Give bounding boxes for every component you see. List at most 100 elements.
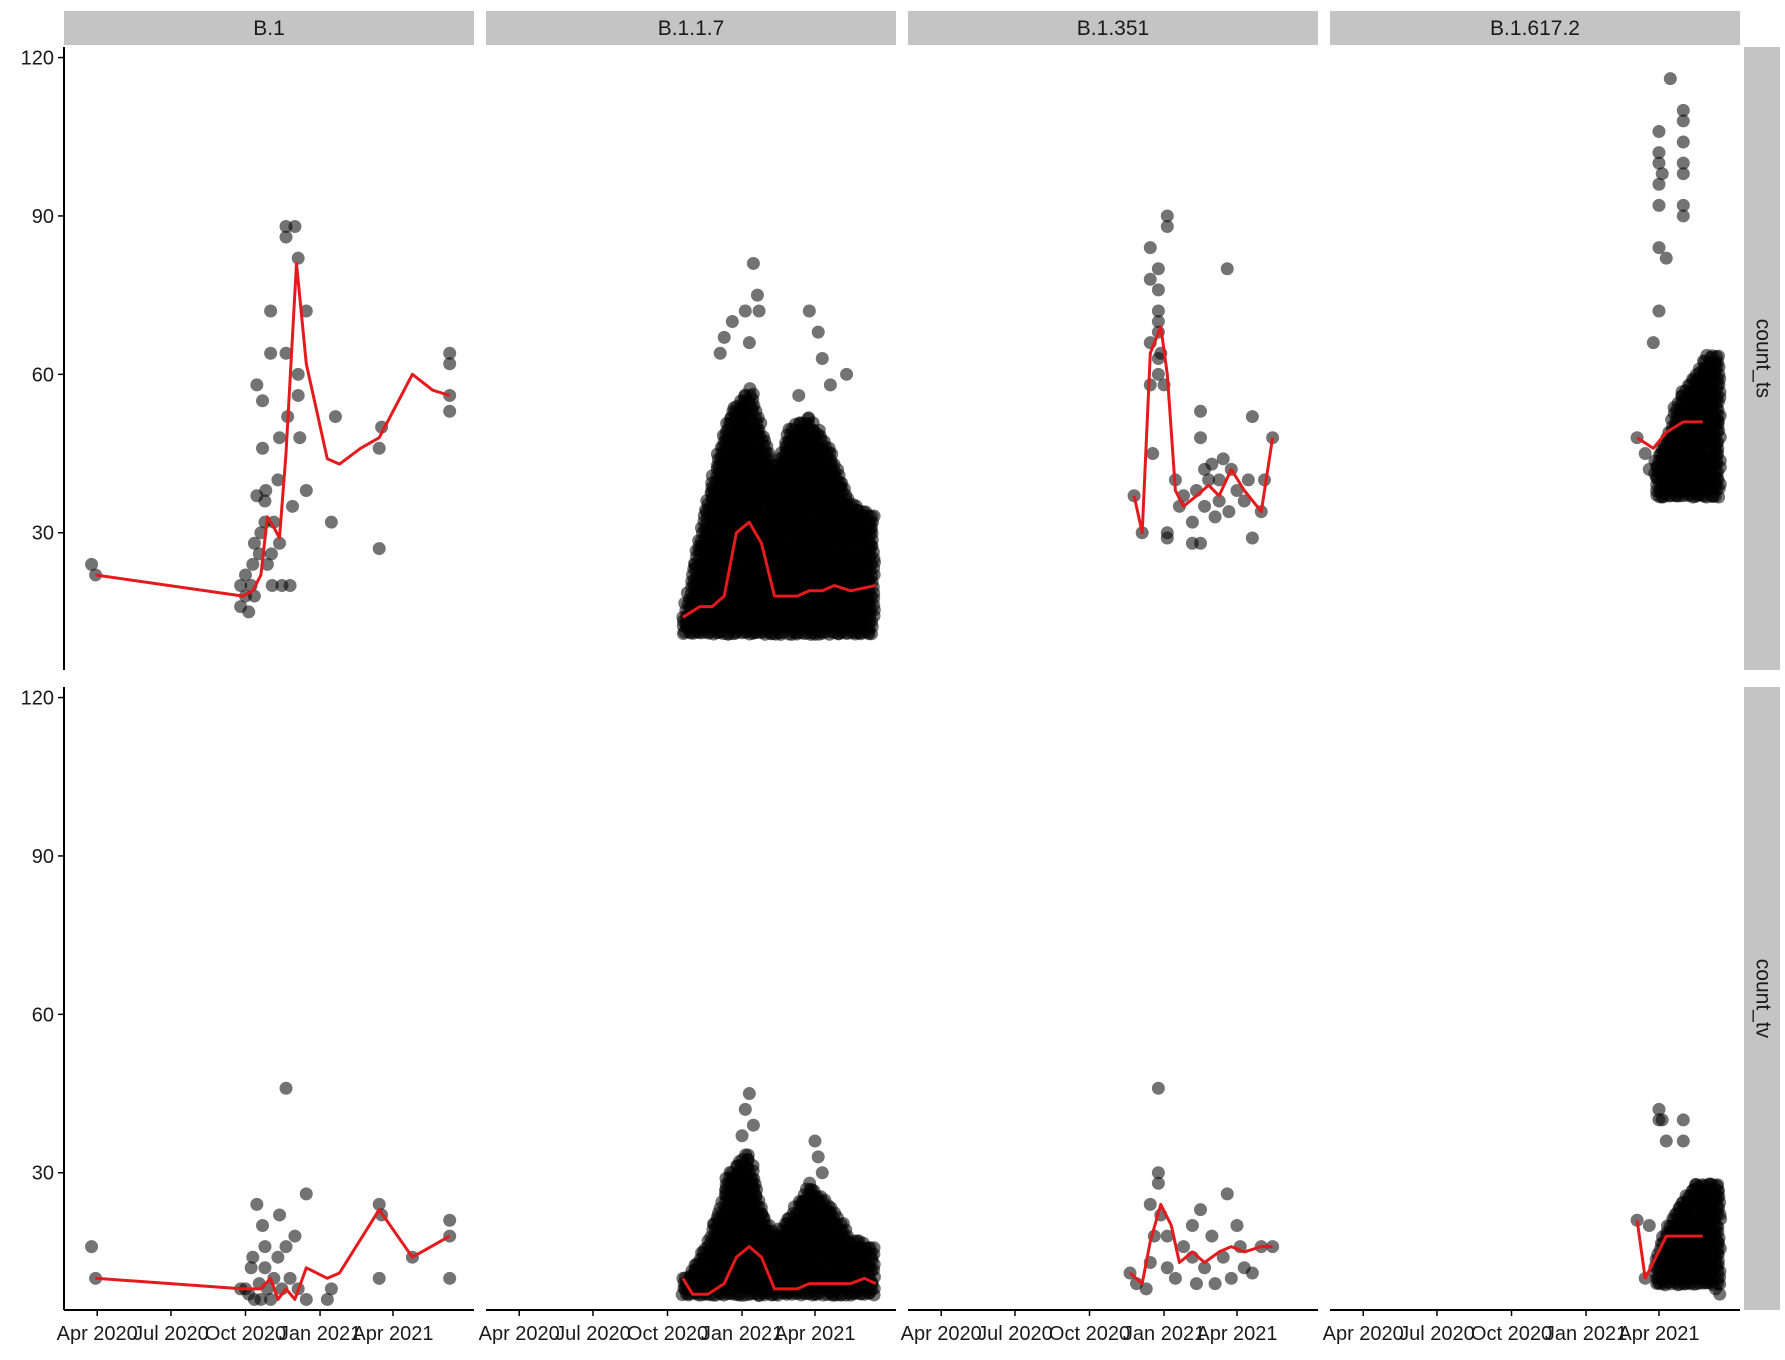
data-point (1220, 1187, 1234, 1201)
data-point (746, 256, 760, 270)
data-point (752, 304, 766, 318)
data-point (1202, 473, 1216, 487)
data-point (1655, 167, 1669, 181)
data-point (1208, 510, 1222, 524)
data-point (867, 509, 881, 523)
data-point (1151, 262, 1165, 276)
data-point (283, 579, 297, 593)
data-point (1151, 1166, 1165, 1180)
trend-line (95, 1208, 451, 1301)
data-point (1220, 262, 1234, 276)
panel-B.1-count_tv (85, 1081, 457, 1306)
trend-line (1636, 420, 1703, 450)
data-point (1205, 457, 1219, 471)
data-point (1230, 483, 1244, 497)
data-point (264, 547, 278, 561)
data-point (1143, 1197, 1157, 1211)
facet-strip-label: B.1.1.7 (658, 17, 725, 40)
data-point (85, 1240, 99, 1254)
panel-B.1.617.2-count_ts (1630, 72, 1727, 504)
data-point (1160, 220, 1174, 234)
data-point (291, 251, 305, 265)
x-tick-label: Jan 2021 (279, 1323, 361, 1345)
data-point (320, 1292, 334, 1306)
data-point (291, 388, 305, 402)
data-point (288, 1229, 302, 1243)
data-point (1216, 452, 1230, 466)
data-point (246, 557, 260, 571)
data-point (291, 367, 305, 381)
data-point (1160, 531, 1174, 545)
data-point (1194, 536, 1208, 550)
data-point (823, 378, 837, 392)
data-point (1185, 1219, 1199, 1233)
data-point (250, 378, 264, 392)
x-tick-label: Oct 2020 (1471, 1323, 1552, 1345)
data-point (1212, 473, 1226, 487)
data-point (746, 1159, 760, 1173)
trend-line (1132, 325, 1275, 535)
data-point (443, 404, 457, 418)
data-point (867, 1241, 881, 1255)
trend-line (681, 1245, 877, 1296)
data-point (256, 1219, 270, 1233)
data-point (1245, 410, 1259, 424)
data-point (299, 483, 313, 497)
x-tick-label: Apr 2020 (57, 1323, 138, 1345)
x-tick-label: Apr 2021 (1618, 1323, 1699, 1345)
facet-strip-label: B.1 (253, 17, 285, 40)
data-point (288, 220, 302, 234)
y-tick-label: 90 (32, 846, 54, 868)
data-point (811, 1150, 825, 1164)
data-point (258, 1261, 272, 1275)
y-tick-label: 60 (32, 364, 54, 386)
data-point (1194, 431, 1208, 445)
data-point (443, 1213, 457, 1227)
data-point (1266, 1240, 1280, 1254)
row-strip-1 (1744, 687, 1780, 1310)
y-tick-label: 60 (32, 1004, 54, 1026)
facet-strip-0 (64, 11, 474, 45)
data-point (1208, 1277, 1222, 1291)
data-point (1127, 489, 1141, 503)
data-point (1224, 1271, 1238, 1285)
data-point (1676, 1134, 1690, 1148)
data-point (754, 416, 768, 430)
data-point (1652, 177, 1666, 191)
data-point (256, 441, 270, 455)
data-point (1168, 1271, 1182, 1285)
y-tick-label: 120 (21, 48, 54, 70)
data-point (324, 515, 338, 529)
data-point (1646, 336, 1660, 350)
data-point (1676, 198, 1690, 212)
data-point (1143, 241, 1157, 255)
data-point (758, 434, 772, 448)
data-point (1151, 315, 1165, 329)
data-point (815, 1166, 829, 1180)
data-point (792, 388, 806, 402)
data-point (293, 431, 307, 445)
data-point (372, 441, 386, 455)
data-point (1139, 1282, 1153, 1296)
data-point (247, 536, 261, 550)
data-point (258, 1240, 272, 1254)
data-point (1711, 1178, 1725, 1192)
data-point (1151, 304, 1165, 318)
data-point (372, 1197, 386, 1211)
data-point (840, 367, 854, 381)
data-point (742, 336, 756, 350)
data-point (324, 1282, 338, 1296)
facet-strip-1 (486, 11, 896, 45)
data-point (234, 579, 248, 593)
data-point (1160, 1261, 1174, 1275)
data-point (283, 1271, 297, 1285)
data-point (1230, 1219, 1244, 1233)
data-point (372, 1271, 386, 1285)
data-point (750, 288, 764, 302)
data-point (837, 482, 851, 496)
data-point (1194, 404, 1208, 418)
data-point (279, 346, 293, 360)
data-point (1151, 367, 1165, 381)
data-point (1652, 156, 1666, 170)
